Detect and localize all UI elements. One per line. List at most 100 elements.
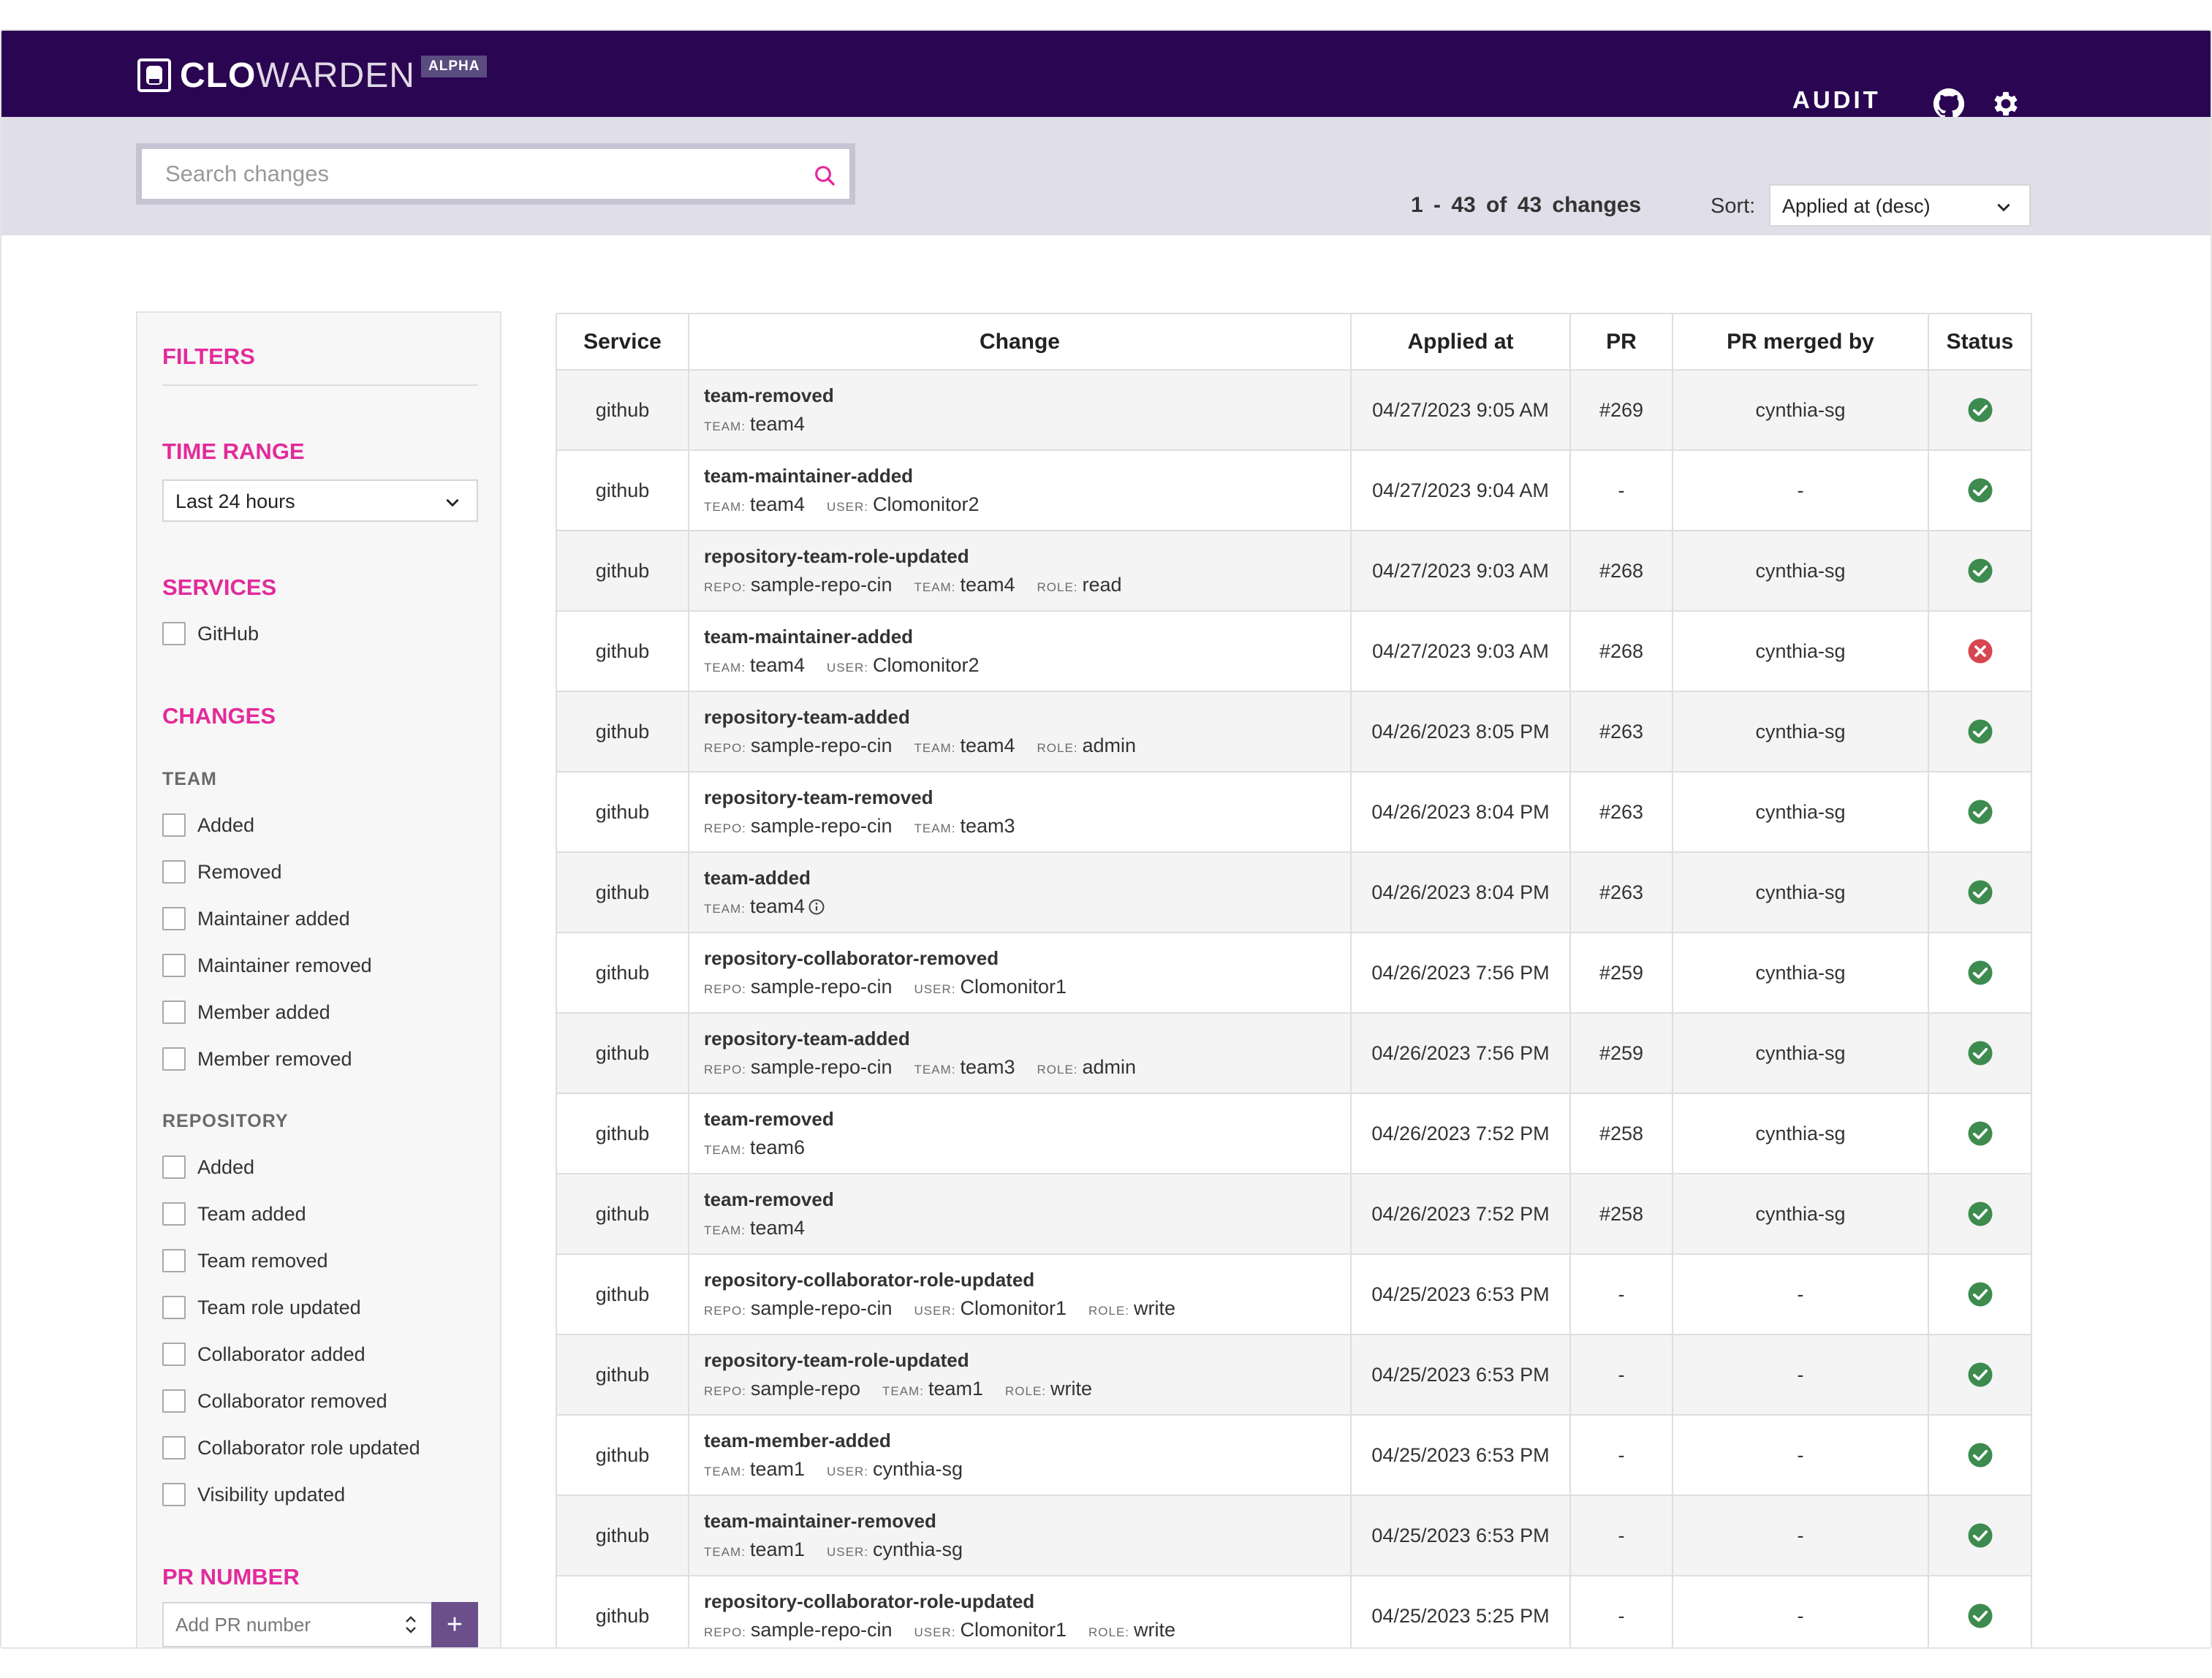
filter-repo-team-added[interactable]: Team added [162, 1201, 306, 1226]
success-check-icon[interactable] [1967, 477, 1993, 504]
checkbox[interactable] [162, 954, 186, 977]
checkbox[interactable] [162, 860, 186, 884]
cell-pr-merged-by: cynthia-sg [1673, 611, 1929, 692]
table-row[interactable]: github team-removed TEAM: team4 04/27/2023 9… [557, 370, 2031, 451]
success-check-icon[interactable] [1967, 1442, 1993, 1468]
checkbox-label: Member added [197, 1001, 330, 1023]
table-row[interactable]: github repository-team-added REPO: sample-r… [557, 691, 2031, 772]
change-param: USER: Clomonitor1 [914, 1619, 1067, 1641]
checkbox[interactable] [162, 1047, 186, 1071]
checkbox[interactable] [162, 622, 186, 645]
success-check-icon[interactable] [1967, 397, 1993, 423]
filter-repo-collaborator-role-updated[interactable]: Collaborator role updated [162, 1435, 420, 1460]
pr-number-field[interactable] [162, 1602, 433, 1647]
checkbox-label: Added [197, 1155, 255, 1178]
filter-team-maintainer-added[interactable]: Maintainer added [162, 906, 350, 931]
search-box[interactable] [136, 143, 855, 205]
cell-service: github [557, 933, 689, 1014]
success-check-icon[interactable] [1967, 558, 1993, 584]
gear-icon[interactable] [1990, 88, 2022, 120]
checkbox-label: Added [197, 813, 255, 836]
filter-repo-added[interactable]: Added [162, 1155, 254, 1180]
checkbox[interactable] [162, 1436, 186, 1459]
checkbox-label: Team role updated [197, 1296, 361, 1318]
filter-team-maintainer-removed[interactable]: Maintainer removed [162, 953, 372, 978]
error-x-icon[interactable] [1967, 638, 1993, 664]
filter-repo-collaborator-added[interactable]: Collaborator added [162, 1342, 365, 1367]
table-row[interactable]: github team-removed TEAM: team4 04/26/2023 7… [557, 1174, 2031, 1255]
change-kind: repository-collaborator-role-updated [704, 1590, 1035, 1612]
filter-repo-team-removed[interactable]: Team removed [162, 1248, 328, 1273]
table-row[interactable]: github team-removed TEAM: team6 04/26/2023 7… [557, 1093, 2031, 1174]
cell-pr: #259 [1570, 933, 1673, 1014]
change-param: ROLE: write [1088, 1619, 1175, 1641]
time-range-select[interactable]: Last 24 hours [162, 479, 478, 522]
table-row[interactable]: github repository-team-role-updated REPO: s… [557, 531, 2031, 612]
checkbox[interactable] [162, 1296, 186, 1319]
search-input[interactable] [142, 149, 800, 199]
success-check-icon[interactable] [1967, 1040, 1993, 1066]
checkbox[interactable] [162, 1389, 186, 1413]
add-pr-number-button[interactable]: + [431, 1602, 478, 1647]
checkbox[interactable] [162, 1001, 186, 1024]
checkbox[interactable] [162, 1249, 186, 1272]
cell-change: team-added TEAM: team4 [689, 852, 1352, 933]
checkbox[interactable] [162, 1202, 186, 1226]
checkbox[interactable] [162, 813, 186, 837]
success-check-icon[interactable] [1967, 799, 1993, 825]
success-check-icon[interactable] [1967, 1120, 1993, 1147]
table-row[interactable]: github team-maintainer-removed TEAM: team1 U… [557, 1495, 2031, 1576]
table-row[interactable]: github repository-collaborator-removed REP… [557, 933, 2031, 1014]
table-row[interactable]: github team-maintainer-added TEAM: team4 USE… [557, 611, 2031, 692]
filter-team-removed[interactable]: Removed [162, 859, 282, 884]
search-icon[interactable] [813, 164, 836, 187]
pr-number-input[interactable] [164, 1603, 383, 1646]
param-key: TEAM: [914, 821, 956, 835]
table-row[interactable]: github team-maintainer-added TEAM: team4 USE… [557, 450, 2031, 531]
change-param: ROLE: write [1005, 1378, 1092, 1400]
brand-logo[interactable]: CLO WARDEN ALPHA [137, 56, 488, 95]
table-row[interactable]: github repository-collaborator-role-updat… [557, 1254, 2031, 1335]
success-check-icon[interactable] [1967, 718, 1993, 745]
stepper-icon[interactable] [402, 1614, 420, 1636]
table-row[interactable]: github repository-team-added REPO: sample-r… [557, 1013, 2031, 1094]
filter-repo-collaborator-removed[interactable]: Collaborator removed [162, 1389, 387, 1413]
nav-audit-link[interactable]: AUDIT [1792, 86, 1881, 113]
success-check-icon[interactable] [1967, 879, 1993, 906]
success-check-icon[interactable] [1967, 1201, 1993, 1227]
checkbox[interactable] [162, 907, 186, 930]
filter-service-github[interactable]: GitHub [162, 621, 259, 646]
filter-team-member-removed[interactable]: Member removed [162, 1047, 352, 1071]
success-check-icon[interactable] [1967, 1522, 1993, 1549]
filter-team-member-added[interactable]: Member added [162, 1000, 330, 1025]
cell-status [1928, 1495, 2031, 1576]
table-row[interactable]: github team-member-added TEAM: team1 USER: cy… [557, 1415, 2031, 1496]
change-params: REPO: sample-repo-cin TEAM: team3 [704, 815, 1350, 838]
param-value: team4 [749, 895, 805, 917]
table-row[interactable]: github team-added TEAM: team4 04/26/2023 8:0… [557, 852, 2031, 933]
filter-repo-visibility-updated[interactable]: Visibility updated [162, 1482, 345, 1507]
cell-applied-at: 04/25/2023 5:25 PM [1351, 1576, 1571, 1647]
success-check-icon[interactable] [1967, 1362, 1993, 1388]
filter-repo-team-role-updated[interactable]: Team role updated [162, 1295, 361, 1320]
github-icon[interactable] [1933, 88, 1965, 120]
checkbox[interactable] [162, 1155, 186, 1179]
table-row[interactable]: github repository-team-role-updated REPO: s… [557, 1335, 2031, 1416]
navbar: CLO WARDEN ALPHA AUDIT [1, 31, 2211, 120]
cell-pr: #263 [1570, 691, 1673, 772]
success-check-icon[interactable] [1967, 1603, 1993, 1629]
info-icon[interactable] [808, 898, 825, 916]
checkbox[interactable] [162, 1343, 186, 1366]
checkbox[interactable] [162, 1483, 186, 1506]
filter-team-added[interactable]: Added [162, 813, 254, 838]
cell-service: github [557, 691, 689, 772]
success-check-icon[interactable] [1967, 960, 1993, 986]
param-key: USER: [827, 500, 868, 514]
change-param: REPO: sample-repo-cin [704, 734, 892, 757]
success-check-icon[interactable] [1967, 1281, 1993, 1307]
table-row[interactable]: github repository-team-removed REPO: sample… [557, 772, 2031, 853]
cell-status [1928, 1254, 2031, 1335]
sort-select[interactable]: Applied at (desc) [1769, 184, 2031, 227]
change-params: TEAM: team4 USER: Clomonitor2 [704, 654, 1350, 677]
table-row[interactable]: github repository-collaborator-role-updat… [557, 1576, 2031, 1647]
